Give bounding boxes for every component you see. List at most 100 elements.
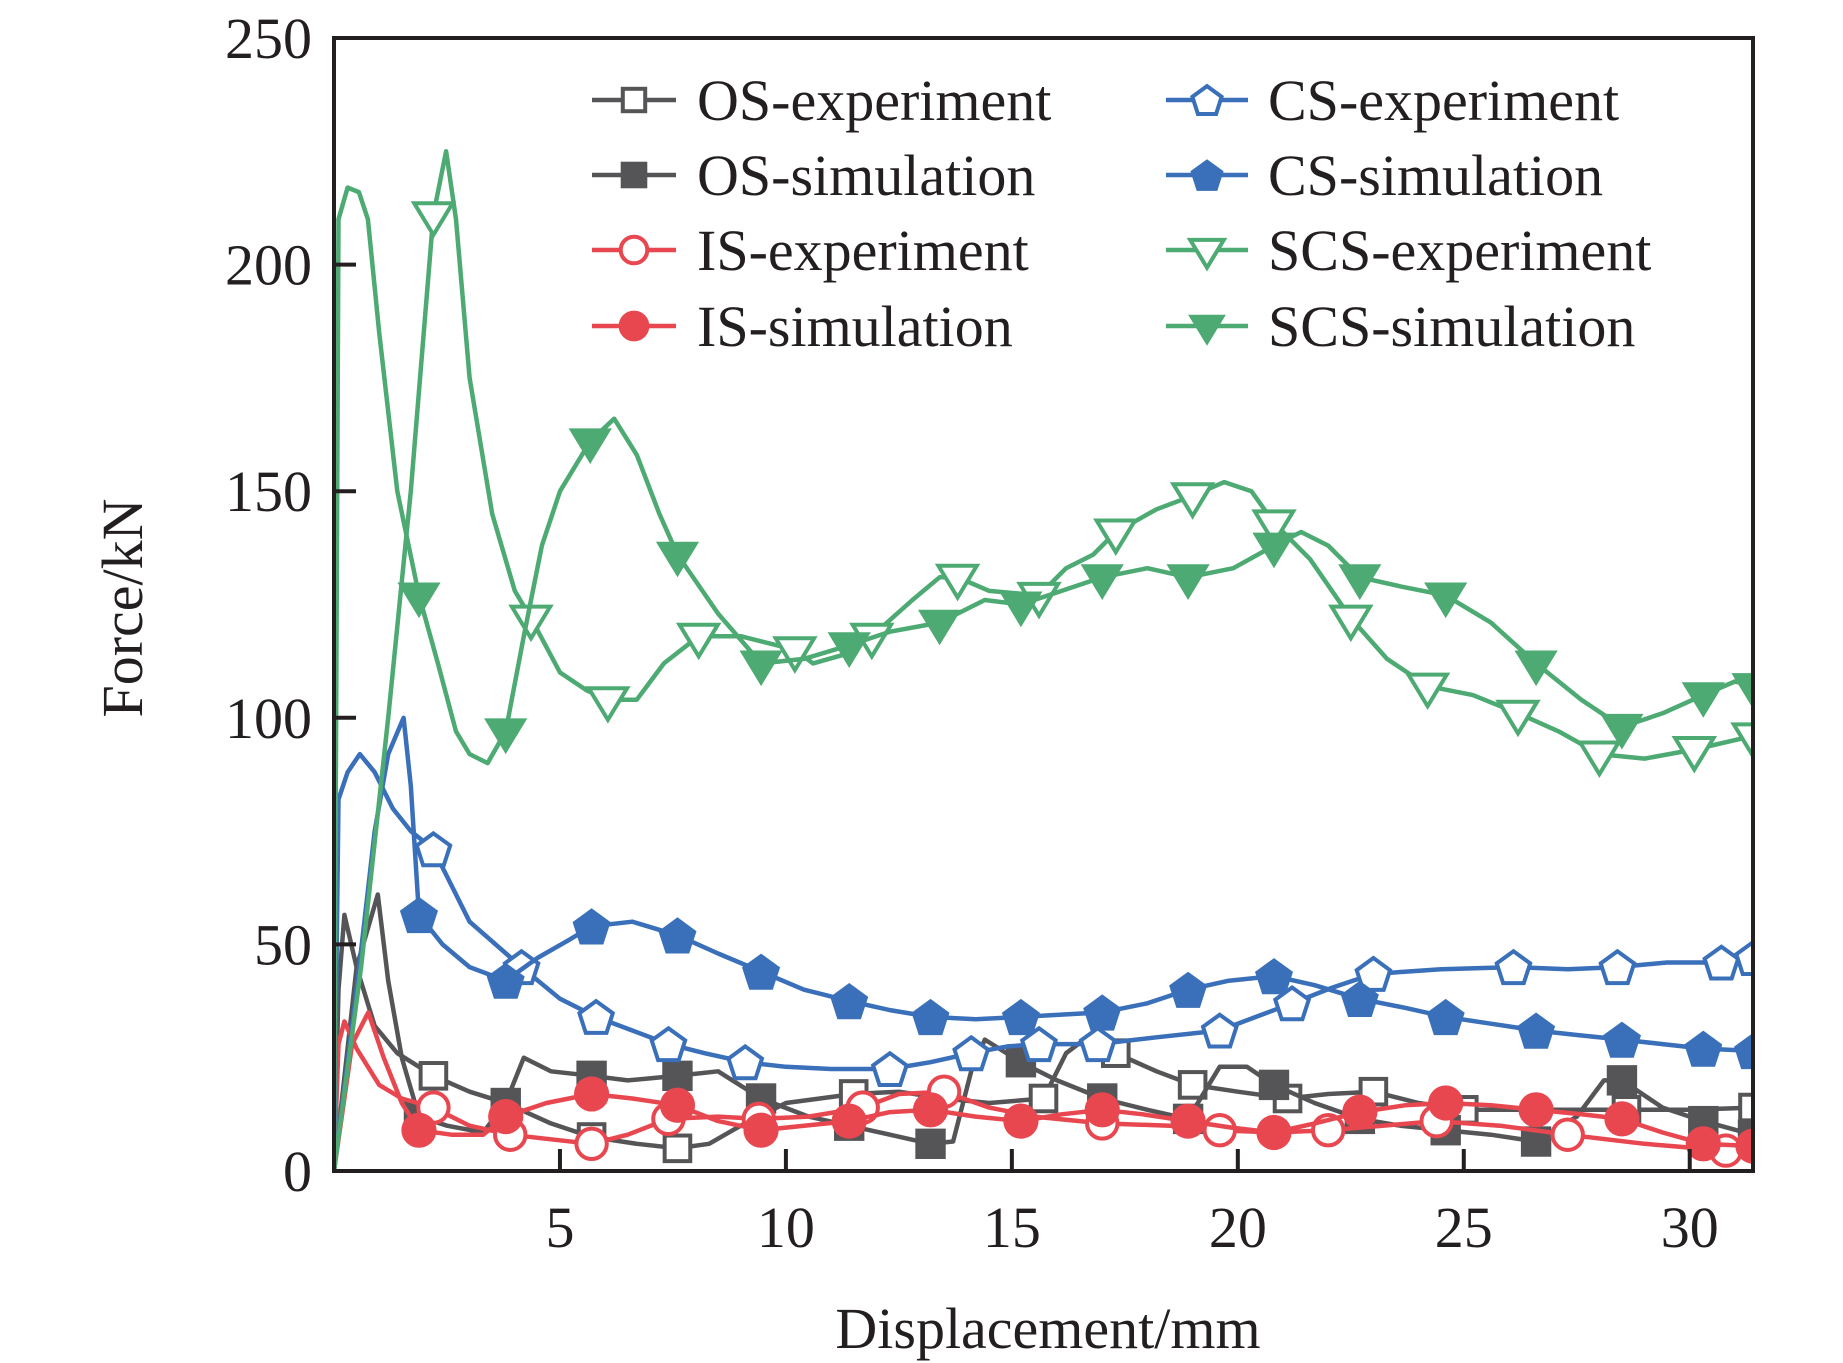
x-tick-label: 15	[983, 1195, 1041, 1260]
legend-label: CS-simulation	[1268, 143, 1603, 208]
marker-cs-experiment	[1494, 948, 1533, 986]
legend-marker-cs-experiment	[1190, 83, 1224, 116]
x-tick-label: 10	[757, 1195, 815, 1260]
y-axis: 0 50 100 150 200 250	[225, 6, 356, 1204]
legend-marker-cs-simulation	[1190, 159, 1224, 191]
legend-label: OS-experiment	[697, 68, 1051, 133]
y-tick-label: 100	[225, 686, 312, 751]
legend-marker-os-simulation	[620, 161, 648, 189]
marker-is-simulation	[1170, 1103, 1206, 1139]
marker-cs-simulation	[1684, 1030, 1723, 1067]
series-layer	[334, 149, 1753, 1171]
marker-scs-experiment	[1671, 736, 1718, 774]
marker-is-experiment	[574, 1126, 609, 1162]
marker-scs-experiment	[1576, 740, 1623, 779]
legend-item-cs-experiment: CS-experiment	[1166, 68, 1619, 133]
marker-cs-experiment	[1598, 948, 1637, 986]
marker-os-experiment	[662, 1133, 693, 1164]
legend-label: OS-simulation	[697, 143, 1035, 208]
x-tick-label: 25	[1435, 1195, 1493, 1260]
marker-os-experiment	[1177, 1070, 1208, 1100]
marker-is-simulation	[831, 1103, 867, 1139]
marker-is-experiment	[1550, 1117, 1585, 1152]
marker-is-simulation	[1003, 1103, 1039, 1139]
legend-item-scs-simulation: SCS-simulation	[1166, 294, 1635, 359]
legend-marker-scs-experiment	[1186, 237, 1228, 272]
marker-os-experiment	[1028, 1083, 1059, 1114]
marker-os-simulation	[915, 1128, 946, 1160]
marker-cs-simulation	[830, 983, 869, 1020]
marker-cs-simulation	[1602, 1021, 1641, 1058]
marker-cs-simulation	[399, 896, 438, 934]
marker-cs-simulation	[486, 962, 525, 999]
marker-scs-experiment	[1169, 482, 1216, 520]
legend-label: IS-simulation	[697, 294, 1013, 359]
legend-label: CS-experiment	[1268, 68, 1619, 133]
marker-os-simulation	[1258, 1069, 1290, 1101]
series-scs-simulation	[334, 185, 1753, 1171]
marker-cs-experiment	[1200, 1012, 1239, 1049]
marker-scs-simulation	[1166, 564, 1210, 600]
marker-os-simulation	[1606, 1065, 1638, 1096]
marker-scs-simulation	[1514, 650, 1558, 687]
marker-scs-simulation	[827, 632, 871, 668]
marker-is-simulation	[912, 1092, 949, 1128]
x-tick-label: 30	[1661, 1195, 1719, 1260]
marker-is-simulation	[1518, 1092, 1554, 1128]
marker-cs-simulation	[911, 998, 950, 1036]
series-cs-experiment	[334, 751, 1753, 1171]
legend-item-is-simulation: IS-simulation	[592, 294, 1013, 359]
marker-os-experiment	[418, 1061, 449, 1091]
marker-is-simulation	[573, 1076, 610, 1112]
marker-cs-simulation	[1169, 971, 1208, 1008]
y-axis-title: Force/kN	[90, 498, 155, 717]
legend-label: SCS-simulation	[1268, 294, 1635, 359]
series-scs-experiment	[334, 149, 1753, 1171]
marker-is-simulation	[1342, 1094, 1378, 1130]
marker-is-simulation	[1256, 1114, 1292, 1151]
line-scs-experiment	[334, 149, 1753, 1171]
marker-cs-experiment	[414, 830, 453, 868]
marker-is-simulation	[488, 1099, 524, 1135]
marker-cs-simulation	[1255, 958, 1293, 995]
series-cs-simulation	[334, 715, 1753, 1171]
legend-label: SCS-experiment	[1268, 218, 1651, 283]
legend-label: IS-experiment	[697, 218, 1029, 283]
marker-scs-experiment	[1251, 509, 1297, 547]
x-tick-label: 5	[545, 1195, 574, 1260]
marker-is-simulation	[1604, 1101, 1640, 1137]
marker-cs-simulation	[1734, 1032, 1753, 1070]
legend-marker-os-experiment	[620, 86, 648, 114]
marker-cs-experiment	[870, 1050, 909, 1087]
marker-scs-simulation	[397, 582, 441, 619]
marker-is-experiment	[1202, 1113, 1237, 1148]
marker-scs-simulation	[999, 591, 1043, 628]
marker-cs-experiment	[952, 1034, 991, 1072]
marker-scs-experiment	[772, 636, 818, 674]
marker-scs-experiment	[1328, 604, 1374, 643]
marker-scs-simulation	[568, 428, 612, 464]
marker-cs-simulation	[658, 917, 697, 954]
marker-is-simulation	[1428, 1085, 1464, 1121]
marker-scs-simulation	[1080, 564, 1124, 600]
marker-scs-experiment	[1404, 672, 1451, 711]
marker-scs-simulation	[1681, 682, 1725, 718]
marker-cs-experiment	[1272, 985, 1312, 1022]
marker-cs-experiment	[1078, 1025, 1117, 1063]
marker-scs-experiment	[1495, 699, 1541, 738]
marker-scs-experiment	[410, 201, 457, 239]
plot-frame	[332, 36, 1755, 1173]
marker-scs-simulation	[1731, 673, 1753, 709]
marker-cs-experiment	[577, 998, 616, 1035]
marker-is-simulation	[1685, 1126, 1721, 1162]
marker-scs-simulation	[484, 718, 528, 755]
marker-cs-experiment	[1354, 955, 1393, 992]
y-tick-label: 250	[225, 6, 312, 71]
marker-scs-simulation	[655, 541, 700, 578]
legend-marker-is-simulation	[618, 310, 650, 342]
legend-item-cs-simulation: CS-simulation	[1166, 143, 1603, 208]
x-axis-title: Displacement/mm	[835, 1296, 1260, 1361]
marker-scs-simulation	[1600, 713, 1644, 750]
marker-is-simulation	[659, 1087, 696, 1123]
